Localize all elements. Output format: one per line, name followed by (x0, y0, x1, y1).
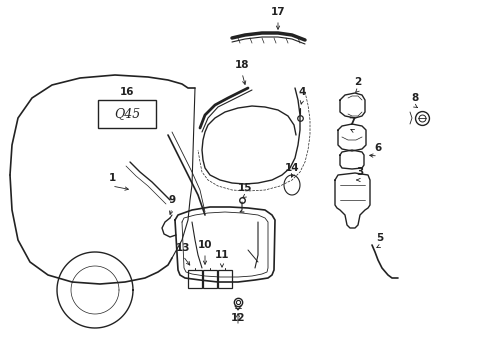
Text: 11: 11 (215, 250, 229, 260)
Text: 9: 9 (169, 195, 175, 205)
Text: 16: 16 (120, 87, 134, 97)
Text: 3: 3 (356, 167, 364, 177)
Text: 1: 1 (108, 173, 116, 183)
Bar (218, 270, 232, 288)
Text: 4: 4 (298, 87, 306, 97)
Text: 10: 10 (198, 240, 212, 250)
Text: 6: 6 (374, 143, 382, 153)
Bar (98, 100, 156, 128)
Bar (203, 270, 217, 288)
Text: 12: 12 (231, 313, 245, 323)
Text: 5: 5 (376, 233, 384, 243)
Text: 15: 15 (238, 183, 252, 193)
Text: 18: 18 (235, 60, 249, 70)
Text: Q45: Q45 (114, 108, 140, 121)
Bar (188, 270, 202, 288)
Text: 8: 8 (412, 93, 418, 103)
Text: 14: 14 (285, 163, 299, 173)
Text: 13: 13 (176, 243, 190, 253)
Text: 7: 7 (348, 117, 356, 127)
Text: 2: 2 (354, 77, 362, 87)
Text: 17: 17 (270, 7, 285, 17)
